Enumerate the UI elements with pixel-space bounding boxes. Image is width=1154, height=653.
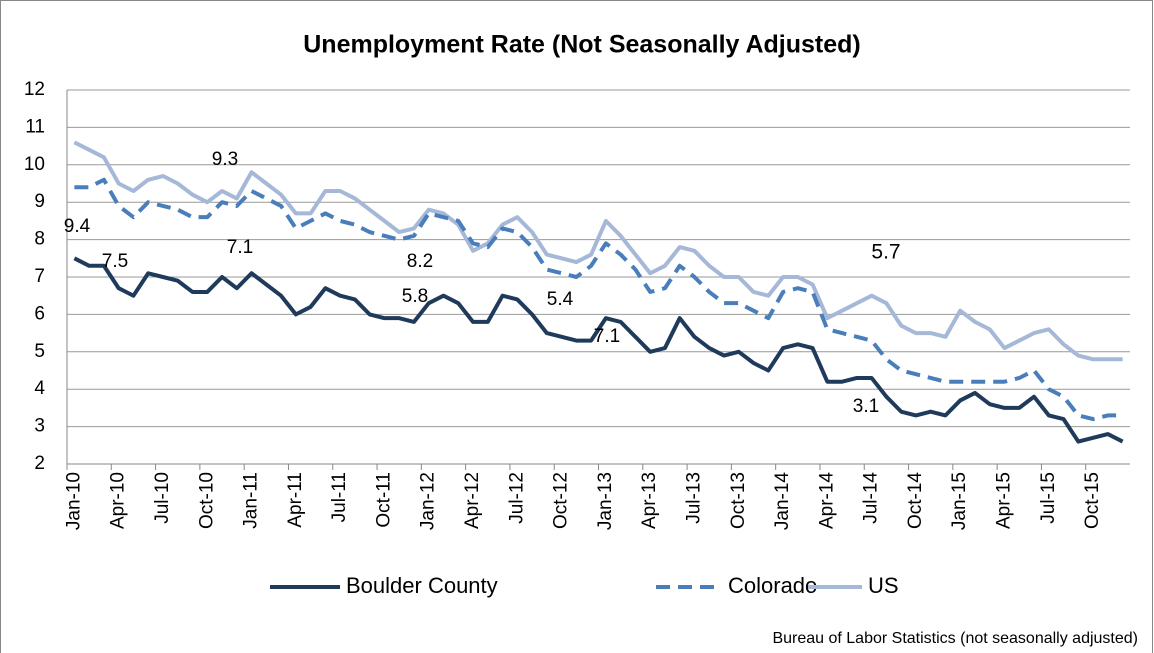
annotation: 3.1	[853, 396, 879, 417]
annotation: 5.7	[871, 241, 900, 264]
x-tick-label: Oct-14	[905, 472, 926, 529]
x-tick-label: Oct-12	[551, 472, 572, 529]
x-tick-label: Jul-14	[861, 472, 882, 524]
x-tick-label: Jan-12	[418, 472, 439, 530]
x-tick-label: Jan-11	[241, 472, 262, 529]
y-tick-label: 5	[34, 341, 45, 362]
x-tick-label: Apr-12	[462, 472, 483, 529]
y-tick-label: 12	[24, 79, 45, 100]
x-tick-label: Oct-10	[196, 472, 217, 529]
x-tick-label: Oct-13	[728, 472, 749, 529]
line-series	[73, 256, 1124, 444]
y-tick-label: 9	[34, 191, 45, 212]
x-tick-label: Jan-13	[595, 472, 616, 530]
x-tick-label: Jul-13	[683, 472, 704, 524]
x-tick-label: Oct-15	[1082, 472, 1103, 529]
x-tick-label: Jan-14	[772, 472, 793, 531]
x-tick-label: Jul-10	[152, 472, 173, 524]
x-tick-label: Apr-10	[108, 472, 129, 529]
y-tick-label: 2	[34, 453, 45, 474]
x-tick-label: Jan-10	[63, 472, 84, 530]
annotation: 7.5	[102, 251, 128, 272]
x-tick-label: Jan-15	[949, 472, 970, 530]
x-tick-label: Jul-15	[1038, 472, 1059, 524]
x-tick-label: Apr-14	[816, 472, 837, 529]
x-tick-label: Jul-11	[329, 472, 350, 522]
annotation: 5.4	[547, 289, 574, 310]
annotation: 9.4	[64, 216, 91, 237]
x-tick-label: Oct-11	[373, 472, 394, 528]
legend-label: US	[868, 573, 899, 598]
line-series	[73, 140, 1123, 362]
y-tick-label: 4	[34, 378, 45, 399]
y-tick-label: 6	[34, 303, 45, 324]
y-tick-label: 7	[34, 266, 45, 287]
x-tick-label: Apr-11	[285, 472, 306, 528]
x-tick-label: Jul-12	[506, 472, 527, 524]
legend-label: Colorado	[728, 573, 817, 598]
y-tick-label: 10	[24, 154, 45, 175]
chart-title: Unemployment Rate (Not Seasonally Adjust…	[303, 31, 861, 59]
y-tick-label: 8	[34, 229, 45, 250]
y-tick-label: 11	[25, 116, 45, 137]
annotation: 5.8	[402, 286, 428, 307]
annotation: 8.2	[407, 251, 433, 272]
y-tick-label: 3	[34, 416, 45, 437]
annotation: 7.1	[227, 237, 253, 258]
legend-label: Boulder County	[346, 573, 498, 598]
x-tick-label: Apr-15	[994, 472, 1015, 529]
annotation: 9.3	[212, 149, 238, 170]
x-tick-label: Apr-13	[639, 472, 660, 529]
annotation: 7.1	[594, 326, 620, 347]
source-note: Bureau of Labor Statistics (not seasonal…	[772, 630, 1138, 647]
